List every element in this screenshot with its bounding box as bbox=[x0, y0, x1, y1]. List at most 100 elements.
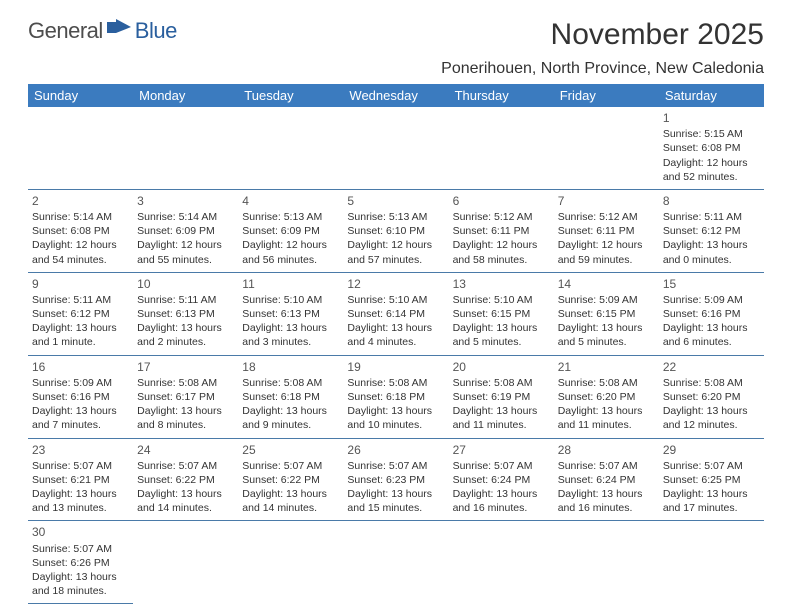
daylight-text: Daylight: 13 hours and 14 minutes. bbox=[137, 487, 234, 515]
day-number: 11 bbox=[242, 276, 339, 292]
day-number: 26 bbox=[347, 442, 444, 458]
calendar-day-cell: 8Sunrise: 5:11 AMSunset: 6:12 PMDaylight… bbox=[659, 189, 764, 272]
calendar-day-cell: 21Sunrise: 5:08 AMSunset: 6:20 PMDayligh… bbox=[554, 355, 659, 438]
calendar-day-cell: 6Sunrise: 5:12 AMSunset: 6:11 PMDaylight… bbox=[449, 189, 554, 272]
day-number: 18 bbox=[242, 359, 339, 375]
day-number: 19 bbox=[347, 359, 444, 375]
calendar-table: Sunday Monday Tuesday Wednesday Thursday… bbox=[28, 84, 764, 604]
calendar-empty-cell bbox=[343, 107, 448, 189]
sunrise-text: Sunrise: 5:07 AM bbox=[32, 459, 129, 473]
sunset-text: Sunset: 6:25 PM bbox=[663, 473, 760, 487]
sunrise-text: Sunrise: 5:07 AM bbox=[558, 459, 655, 473]
logo-text-blue: Blue bbox=[135, 18, 177, 44]
sunrise-text: Sunrise: 5:14 AM bbox=[32, 210, 129, 224]
daylight-text: Daylight: 12 hours and 52 minutes. bbox=[663, 156, 760, 184]
calendar-day-cell: 13Sunrise: 5:10 AMSunset: 6:15 PMDayligh… bbox=[449, 272, 554, 355]
daylight-text: Daylight: 13 hours and 13 minutes. bbox=[32, 487, 129, 515]
sunrise-text: Sunrise: 5:09 AM bbox=[558, 293, 655, 307]
sunrise-text: Sunrise: 5:07 AM bbox=[32, 542, 129, 556]
calendar-day-cell: 1Sunrise: 5:15 AMSunset: 6:08 PMDaylight… bbox=[659, 107, 764, 189]
sunset-text: Sunset: 6:23 PM bbox=[347, 473, 444, 487]
header: General Blue November 2025 Ponerihouen, … bbox=[28, 18, 764, 84]
day-number: 22 bbox=[663, 359, 760, 375]
daylight-text: Daylight: 13 hours and 5 minutes. bbox=[453, 321, 550, 349]
sunrise-text: Sunrise: 5:07 AM bbox=[137, 459, 234, 473]
sunrise-text: Sunrise: 5:15 AM bbox=[663, 127, 760, 141]
sunset-text: Sunset: 6:15 PM bbox=[453, 307, 550, 321]
calendar-day-cell: 10Sunrise: 5:11 AMSunset: 6:13 PMDayligh… bbox=[133, 272, 238, 355]
calendar-empty-cell bbox=[238, 107, 343, 189]
sunrise-text: Sunrise: 5:10 AM bbox=[453, 293, 550, 307]
calendar-day-cell: 30Sunrise: 5:07 AMSunset: 6:26 PMDayligh… bbox=[28, 521, 133, 604]
sunrise-text: Sunrise: 5:07 AM bbox=[663, 459, 760, 473]
daylight-text: Daylight: 13 hours and 11 minutes. bbox=[453, 404, 550, 432]
calendar-day-cell: 3Sunrise: 5:14 AMSunset: 6:09 PMDaylight… bbox=[133, 189, 238, 272]
daylight-text: Daylight: 13 hours and 1 minute. bbox=[32, 321, 129, 349]
calendar-empty-cell bbox=[554, 521, 659, 604]
daylight-text: Daylight: 13 hours and 11 minutes. bbox=[558, 404, 655, 432]
daylight-text: Daylight: 13 hours and 7 minutes. bbox=[32, 404, 129, 432]
calendar-empty-cell bbox=[659, 521, 764, 604]
daylight-text: Daylight: 13 hours and 4 minutes. bbox=[347, 321, 444, 349]
day-number: 8 bbox=[663, 193, 760, 209]
sunrise-text: Sunrise: 5:11 AM bbox=[32, 293, 129, 307]
sunset-text: Sunset: 6:11 PM bbox=[558, 224, 655, 238]
sunset-text: Sunset: 6:20 PM bbox=[663, 390, 760, 404]
calendar-week-row: 1Sunrise: 5:15 AMSunset: 6:08 PMDaylight… bbox=[28, 107, 764, 189]
sunrise-text: Sunrise: 5:08 AM bbox=[663, 376, 760, 390]
calendar-day-cell: 15Sunrise: 5:09 AMSunset: 6:16 PMDayligh… bbox=[659, 272, 764, 355]
day-number: 21 bbox=[558, 359, 655, 375]
day-number: 7 bbox=[558, 193, 655, 209]
sunrise-text: Sunrise: 5:09 AM bbox=[32, 376, 129, 390]
sunrise-text: Sunrise: 5:08 AM bbox=[137, 376, 234, 390]
calendar-day-cell: 24Sunrise: 5:07 AMSunset: 6:22 PMDayligh… bbox=[133, 438, 238, 521]
day-number: 29 bbox=[663, 442, 760, 458]
day-header: Thursday bbox=[449, 84, 554, 107]
calendar-day-cell: 18Sunrise: 5:08 AMSunset: 6:18 PMDayligh… bbox=[238, 355, 343, 438]
daylight-text: Daylight: 12 hours and 59 minutes. bbox=[558, 238, 655, 266]
daylight-text: Daylight: 13 hours and 2 minutes. bbox=[137, 321, 234, 349]
day-number: 14 bbox=[558, 276, 655, 292]
calendar-day-cell: 16Sunrise: 5:09 AMSunset: 6:16 PMDayligh… bbox=[28, 355, 133, 438]
sunrise-text: Sunrise: 5:11 AM bbox=[137, 293, 234, 307]
daylight-text: Daylight: 13 hours and 16 minutes. bbox=[558, 487, 655, 515]
day-number: 17 bbox=[137, 359, 234, 375]
calendar-empty-cell bbox=[238, 521, 343, 604]
sunrise-text: Sunrise: 5:10 AM bbox=[347, 293, 444, 307]
daylight-text: Daylight: 12 hours and 58 minutes. bbox=[453, 238, 550, 266]
daylight-text: Daylight: 12 hours and 54 minutes. bbox=[32, 238, 129, 266]
calendar-week-row: 23Sunrise: 5:07 AMSunset: 6:21 PMDayligh… bbox=[28, 438, 764, 521]
sunset-text: Sunset: 6:14 PM bbox=[347, 307, 444, 321]
day-number: 9 bbox=[32, 276, 129, 292]
sunset-text: Sunset: 6:17 PM bbox=[137, 390, 234, 404]
calendar-day-cell: 29Sunrise: 5:07 AMSunset: 6:25 PMDayligh… bbox=[659, 438, 764, 521]
day-number: 1 bbox=[663, 110, 760, 126]
calendar-empty-cell bbox=[133, 107, 238, 189]
calendar-day-cell: 9Sunrise: 5:11 AMSunset: 6:12 PMDaylight… bbox=[28, 272, 133, 355]
calendar-day-cell: 28Sunrise: 5:07 AMSunset: 6:24 PMDayligh… bbox=[554, 438, 659, 521]
daylight-text: Daylight: 13 hours and 3 minutes. bbox=[242, 321, 339, 349]
calendar-week-row: 30Sunrise: 5:07 AMSunset: 6:26 PMDayligh… bbox=[28, 521, 764, 604]
calendar-empty-cell bbox=[554, 107, 659, 189]
sunset-text: Sunset: 6:20 PM bbox=[558, 390, 655, 404]
sunset-text: Sunset: 6:22 PM bbox=[137, 473, 234, 487]
sunset-text: Sunset: 6:12 PM bbox=[32, 307, 129, 321]
day-number: 25 bbox=[242, 442, 339, 458]
sunrise-text: Sunrise: 5:07 AM bbox=[242, 459, 339, 473]
sunset-text: Sunset: 6:08 PM bbox=[32, 224, 129, 238]
calendar-day-cell: 11Sunrise: 5:10 AMSunset: 6:13 PMDayligh… bbox=[238, 272, 343, 355]
daylight-text: Daylight: 13 hours and 8 minutes. bbox=[137, 404, 234, 432]
calendar-day-cell: 4Sunrise: 5:13 AMSunset: 6:09 PMDaylight… bbox=[238, 189, 343, 272]
sunrise-text: Sunrise: 5:09 AM bbox=[663, 293, 760, 307]
sunset-text: Sunset: 6:26 PM bbox=[32, 556, 129, 570]
daylight-text: Daylight: 13 hours and 6 minutes. bbox=[663, 321, 760, 349]
calendar-empty-cell bbox=[343, 521, 448, 604]
calendar-day-cell: 25Sunrise: 5:07 AMSunset: 6:22 PMDayligh… bbox=[238, 438, 343, 521]
daylight-text: Daylight: 13 hours and 16 minutes. bbox=[453, 487, 550, 515]
daylight-text: Daylight: 13 hours and 18 minutes. bbox=[32, 570, 129, 598]
sunset-text: Sunset: 6:13 PM bbox=[137, 307, 234, 321]
sunset-text: Sunset: 6:16 PM bbox=[32, 390, 129, 404]
day-number: 28 bbox=[558, 442, 655, 458]
month-title: November 2025 bbox=[441, 18, 764, 52]
day-header: Sunday bbox=[28, 84, 133, 107]
